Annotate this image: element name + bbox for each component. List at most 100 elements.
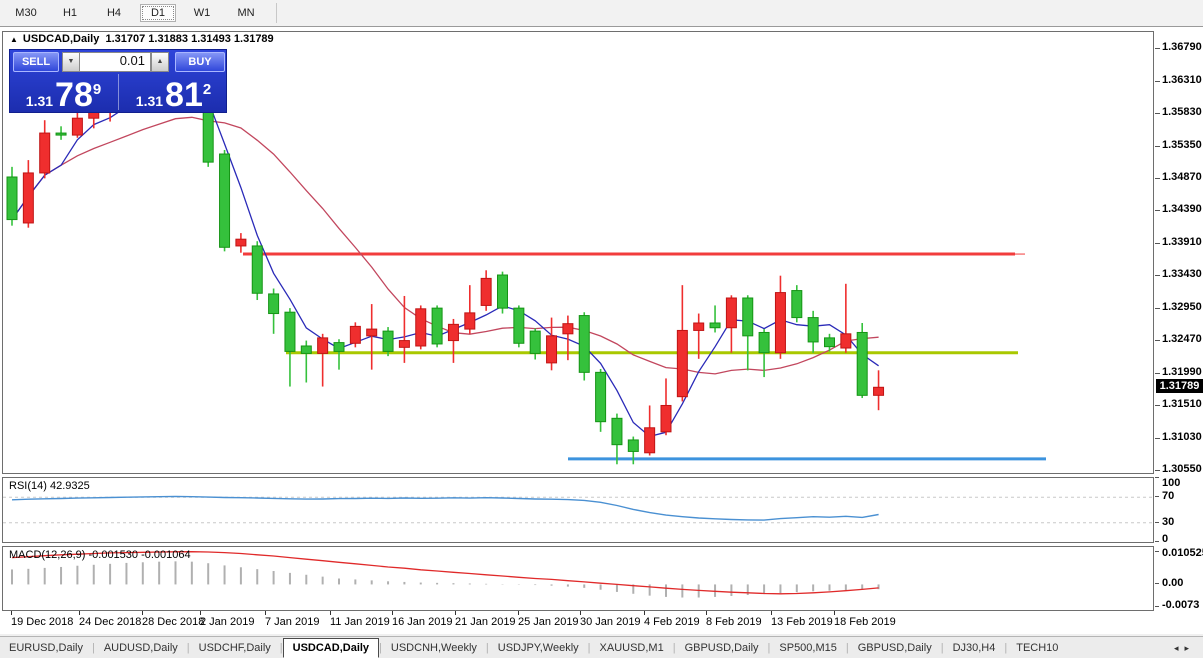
bottom-strip xyxy=(0,658,1203,660)
tab-tech10[interactable]: TECH10 xyxy=(1016,642,1059,654)
rsi-axis-tick xyxy=(1155,477,1159,478)
timeframe-button-w1[interactable]: W1 xyxy=(193,7,211,19)
date-axis[interactable]: 19 Dec 2018 24 Dec 2018 28 Dec 2018 2 Jan 2… xyxy=(2,611,1154,634)
chart-title-symbol: USDCAD,Daily xyxy=(22,33,100,45)
tab-separator: | xyxy=(91,642,95,654)
date-axis-tick xyxy=(518,611,519,615)
date-axis-tick xyxy=(265,611,266,615)
price-axis-tick xyxy=(1155,405,1160,406)
tab-separator: | xyxy=(379,642,382,654)
trade-panel-controls: SELL ▼ 0.01 ▲ BUY xyxy=(10,52,226,73)
macd-canvas[interactable] xyxy=(3,547,1153,610)
price-axis-label: 1.36310 xyxy=(1162,74,1202,86)
sell-price-tile[interactable]: 1.31 78 9 xyxy=(12,74,115,112)
tab-scroll-arrows[interactable]: ◂▸ xyxy=(1174,643,1195,654)
timeframe-button-d1[interactable]: D1 xyxy=(140,4,176,22)
timeframe-button-mn[interactable]: MN xyxy=(237,7,255,19)
current-price-badge: 1.31789 xyxy=(1156,379,1203,393)
chart-window: ▲ USDCAD,Daily 1.31707 1.31883 1.31493 1.… xyxy=(0,27,1203,634)
tab-scroll-left-icon[interactable]: ◂ xyxy=(1173,642,1185,653)
sell-price-main: 78 xyxy=(55,76,93,114)
date-axis-tick xyxy=(771,611,772,615)
price-axis-tick xyxy=(1155,210,1160,211)
tab-separator: | xyxy=(672,642,676,654)
price-axis-tick xyxy=(1155,438,1160,439)
horizontal-line-objects xyxy=(243,252,1046,461)
date-axis-tick xyxy=(580,611,581,615)
date-axis-label: 19 Dec 2018 xyxy=(11,616,74,628)
volume-increase-button[interactable]: ▲ xyxy=(151,52,169,72)
tab-dj30-h4[interactable]: DJ30,H4 xyxy=(952,642,996,654)
rsi-axis-tick xyxy=(1155,496,1159,497)
tab-usdcnh-weekly[interactable]: USDCNH,Weekly xyxy=(390,642,477,654)
macd-axis-label: 0.010525 xyxy=(1162,547,1203,559)
tab-usdcad-daily[interactable]: USDCAD,Daily xyxy=(282,638,380,658)
price-axis-label: 1.35830 xyxy=(1162,106,1202,118)
rsi-axis-label: 100 xyxy=(1162,477,1181,489)
toolbar-separator xyxy=(276,3,277,23)
price-axis-tick xyxy=(1155,81,1160,82)
tab-separator: | xyxy=(940,642,944,654)
timeframe-button-h1[interactable]: H1 xyxy=(62,7,78,19)
tab-usdchf-daily[interactable]: USDCHF,Daily xyxy=(198,642,271,654)
rsi-axis-tick xyxy=(1155,522,1159,523)
volume-decrease-button[interactable]: ▼ xyxy=(62,52,80,72)
tab-separator: | xyxy=(485,642,489,654)
date-axis-tick xyxy=(455,611,456,615)
timeframe-toolbar: M30 H1 H4 D1 W1 MN xyxy=(0,0,1203,27)
date-axis-label: 30 Jan 2019 xyxy=(580,616,641,628)
date-axis-tick xyxy=(706,611,707,615)
date-axis-label: 11 Jan 2019 xyxy=(330,616,390,628)
timeframe-button-m30[interactable]: M30 xyxy=(15,7,37,19)
price-axis-label: 1.31510 xyxy=(1162,398,1202,410)
date-axis-label: 24 Dec 2018 xyxy=(79,616,142,628)
sell-button[interactable]: SELL xyxy=(13,52,59,72)
date-axis-tick xyxy=(330,611,331,615)
tab-separator: | xyxy=(845,642,849,654)
collapse-triangle-icon[interactable]: ▲ xyxy=(10,35,18,44)
price-axis-tick xyxy=(1155,308,1160,309)
price-axis-label: 1.33910 xyxy=(1162,236,1202,248)
date-axis-tick xyxy=(11,611,12,615)
tab-gbpusd-daily[interactable]: GBPUSD,Daily xyxy=(857,642,932,654)
rsi-axis-label: 0 xyxy=(1162,533,1169,545)
buy-button[interactable]: BUY xyxy=(175,52,225,72)
tab-separator: | xyxy=(186,642,190,654)
price-axis-tick xyxy=(1155,243,1160,244)
price-axis-tick xyxy=(1155,146,1160,147)
date-axis-label: 4 Feb 2019 xyxy=(644,616,700,628)
one-click-trading-panel: SELL ▼ 0.01 ▲ BUY 1.31 78 9 1.31 81 2 xyxy=(9,49,227,113)
tab-sp500-m15[interactable]: SP500,M15 xyxy=(779,642,837,654)
tab-scroll-right-icon[interactable]: ▸ xyxy=(1184,642,1195,653)
price-axis-label: 1.30550 xyxy=(1162,463,1202,475)
date-axis-label: 16 Jan 2019 xyxy=(392,616,453,628)
date-axis-label: 21 Jan 2019 xyxy=(455,616,516,628)
chart-title: ▲ USDCAD,Daily 1.31707 1.31883 1.31493 1.… xyxy=(10,33,274,45)
date-axis-label: 7 Jan 2019 xyxy=(265,616,320,628)
volume-input[interactable]: 0.01 xyxy=(79,52,151,72)
sell-price-sup: 9 xyxy=(92,81,102,98)
buy-price-tile[interactable]: 1.31 81 2 xyxy=(122,74,225,112)
macd-axis-tick xyxy=(1155,606,1159,607)
timeframe-button-h4[interactable]: H4 xyxy=(106,7,122,19)
price-axis-label: 1.32950 xyxy=(1162,301,1202,313)
date-axis-label: 18 Feb 2019 xyxy=(834,616,896,628)
price-axis[interactable]: 1.36790 1.36310 1.35830 1.35350 1.34870 1.343… xyxy=(1155,31,1203,611)
tab-usdjpy-weekly[interactable]: USDJPY,Weekly xyxy=(497,642,579,654)
tab-eurusd-daily[interactable]: EURUSD,Daily xyxy=(9,642,83,654)
date-axis-tick xyxy=(834,611,835,615)
tab-xauusd-m1[interactable]: XAUUSD,M1 xyxy=(599,642,664,654)
date-axis-tick xyxy=(79,611,80,615)
rsi-canvas[interactable] xyxy=(3,478,1153,542)
price-axis-label: 1.31030 xyxy=(1162,431,1202,443)
buy-price-main: 81 xyxy=(165,76,203,114)
macd-axis-tick xyxy=(1155,583,1159,584)
macd-label: MACD(12,26,9) -0.001530 -0.001064 xyxy=(9,549,191,561)
macd-pane[interactable] xyxy=(2,546,1154,611)
tab-audusd-daily[interactable]: AUDUSD,Daily xyxy=(103,642,178,654)
date-axis-tick xyxy=(200,611,201,615)
price-axis-label: 1.35350 xyxy=(1162,139,1202,151)
tab-gbpusd-daily[interactable]: GBPUSD,Daily xyxy=(684,642,759,654)
date-axis-tick xyxy=(644,611,645,615)
rsi-pane[interactable] xyxy=(2,477,1154,543)
